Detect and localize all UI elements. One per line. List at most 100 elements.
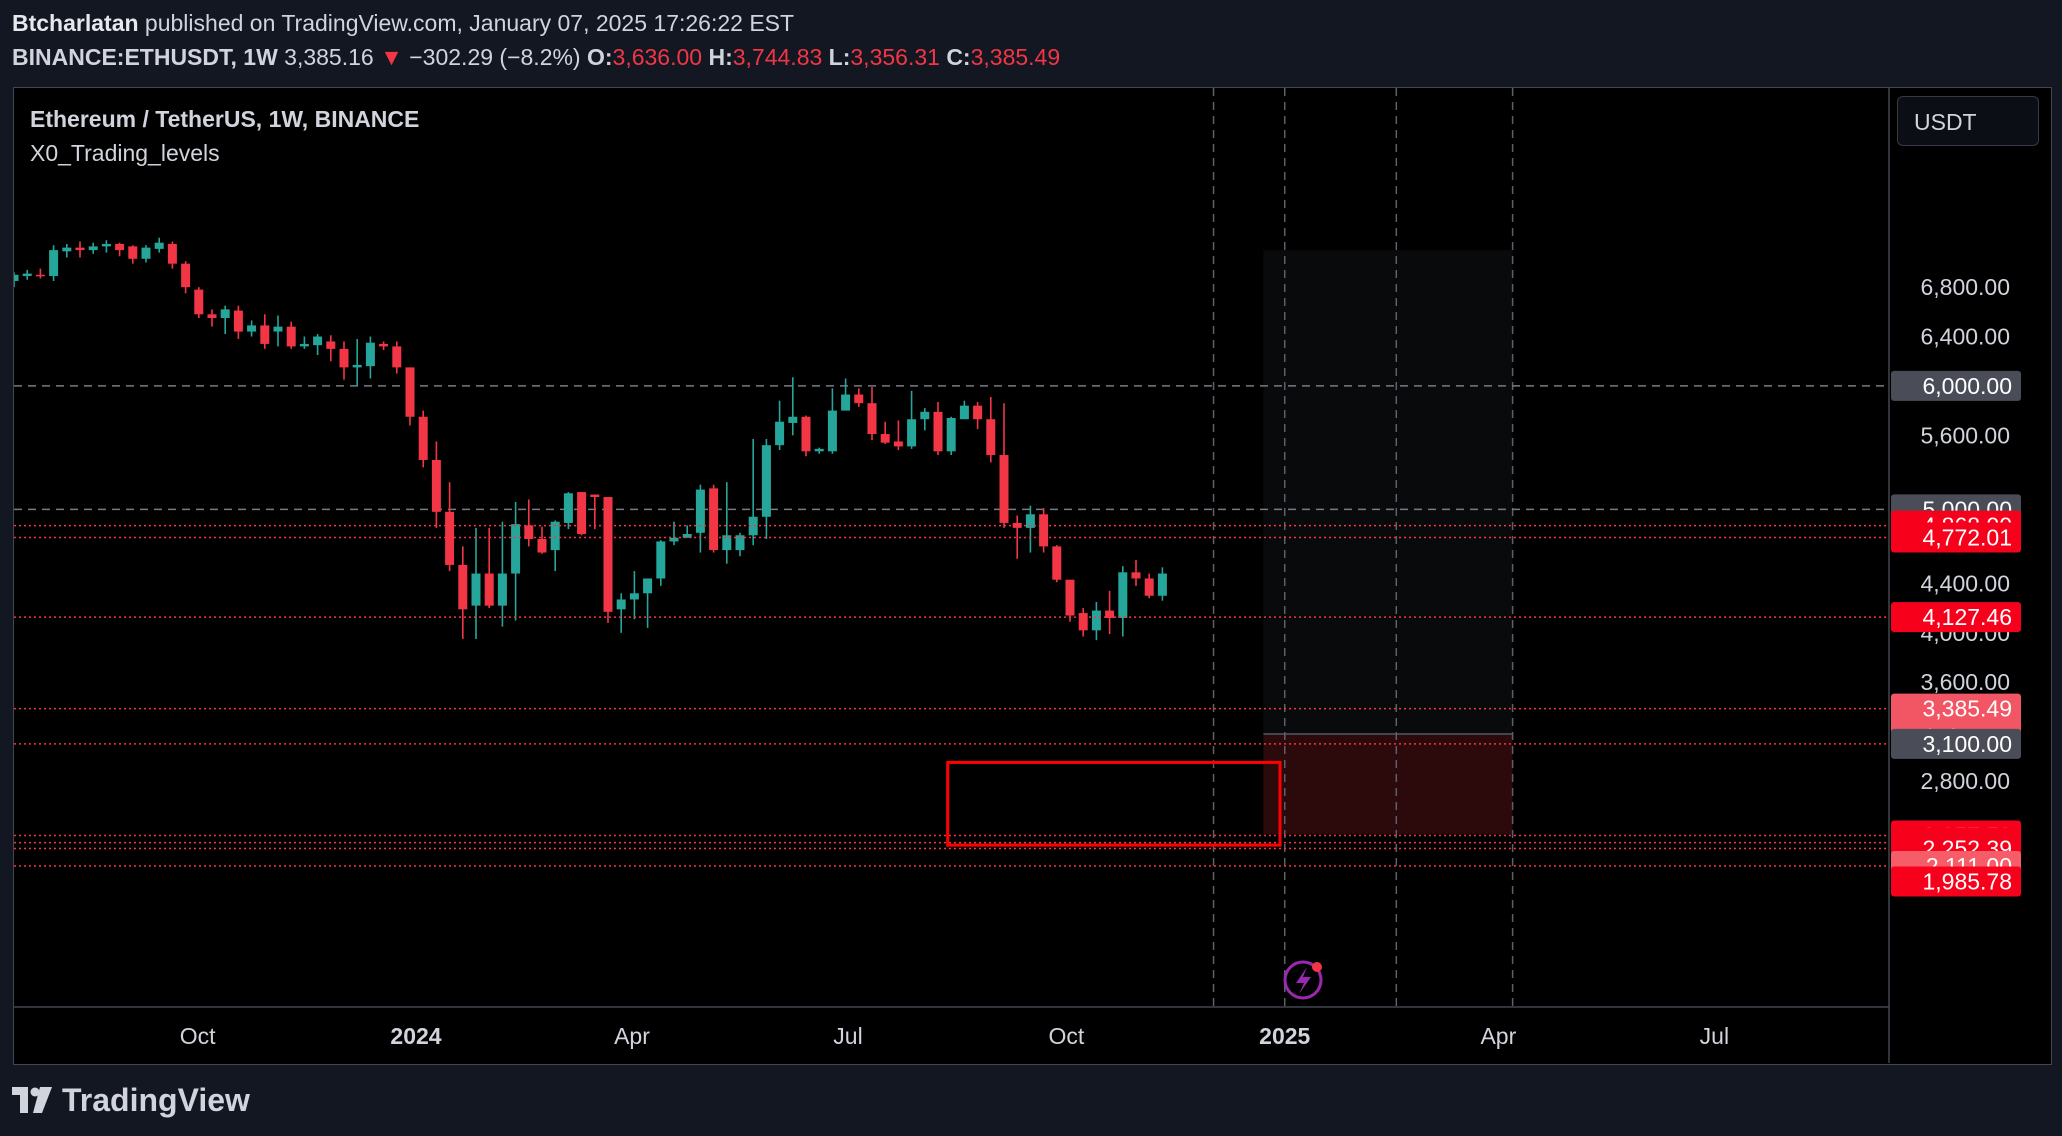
candle-body [352, 364, 362, 368]
publish-info: Btcharlatan published on TradingView.com… [12, 10, 794, 37]
time-tick-label: Oct [1048, 1023, 1084, 1049]
candle-body [920, 411, 930, 420]
candle-body [1012, 522, 1022, 528]
tradingview-logo[interactable]: TradingView [12, 1082, 250, 1119]
candle-body [167, 243, 177, 264]
price-badge-label: 3,100.00 [1922, 731, 2012, 757]
candle-body [695, 489, 705, 533]
candle-body [775, 421, 785, 446]
close-value: 3,385.49 [970, 44, 1061, 70]
candle-body [194, 289, 204, 315]
candle-body [1052, 546, 1062, 580]
candle-body [722, 535, 732, 551]
candle-body [14, 274, 19, 281]
footer-brand: TradingView [62, 1082, 250, 1118]
candle-body [946, 417, 956, 452]
candle-body [1078, 613, 1088, 631]
candle-body [273, 326, 283, 332]
price-badge-label: 4,127.46 [1922, 604, 2012, 630]
candle-body [577, 492, 587, 535]
candle-body [497, 573, 507, 606]
indicator-legend[interactable]: X0_Trading_levels [30, 140, 220, 166]
candle-body [233, 310, 243, 332]
candle-body [511, 524, 521, 574]
price-tick-label: 6,800.00 [1920, 274, 2010, 300]
lightning-bolt-icon [1296, 967, 1311, 994]
candle-body [471, 573, 481, 606]
candle-body [365, 342, 375, 367]
candle-body [590, 494, 600, 498]
candle-body [405, 367, 415, 417]
candle-body [550, 521, 560, 551]
candle-body [35, 274, 45, 277]
price-badge-label: 3,385.49 [1922, 696, 2012, 722]
high-label: H: [708, 44, 733, 70]
price-tick-label: 2,800.00 [1920, 768, 2010, 794]
candle-body [616, 599, 626, 610]
candle-body [643, 578, 653, 594]
candle-body [788, 416, 798, 423]
price-badge [1891, 522, 2021, 553]
lightning-icon[interactable] [1283, 960, 1323, 1000]
high-value: 3,744.83 [732, 44, 823, 70]
open-value: 3,636.00 [612, 44, 703, 70]
currency-button[interactable]: USDT [1897, 96, 2039, 146]
candle-body [154, 242, 164, 249]
candle-body [1131, 572, 1141, 579]
candle-body [260, 325, 270, 344]
time-tick-label: Oct [180, 1023, 216, 1049]
price-tick-label: 5,600.00 [1920, 422, 2010, 448]
candle-body [801, 416, 811, 452]
candle-body [933, 411, 943, 452]
candle-body [735, 535, 745, 551]
price-badge [1891, 728, 2021, 759]
author-name[interactable]: Btcharlatan [12, 10, 139, 36]
candle-body [880, 434, 890, 443]
low-value: 3,356.31 [850, 44, 940, 70]
candle-body [986, 419, 996, 456]
time-tick-label: Apr [614, 1023, 650, 1049]
candle-body [629, 593, 639, 600]
price-tick-label: 6,400.00 [1920, 324, 2010, 350]
chart-frame[interactable] [13, 87, 2052, 1065]
candle-body [484, 573, 494, 606]
time-tick-label: Jul [1700, 1023, 1729, 1049]
price-badge [1891, 602, 2021, 633]
candle-body [682, 534, 692, 538]
price-tick-label: 3,600.00 [1920, 669, 2010, 695]
price-badge [1891, 370, 2021, 401]
tradingview-icon [12, 1086, 52, 1113]
candle-body [101, 243, 111, 247]
candle-body [22, 273, 32, 277]
candle-body [326, 341, 336, 349]
candle-body [220, 309, 230, 319]
candle-body [431, 459, 441, 512]
candle-body [379, 343, 389, 347]
candle-body [1039, 514, 1049, 547]
candle-body [445, 511, 455, 565]
candle-body [141, 247, 151, 259]
price-badge-label: 1,985.78 [1922, 868, 2012, 894]
candle-body [841, 394, 851, 411]
low-label: L: [828, 44, 851, 70]
price-badge [1891, 866, 2021, 897]
candle-body [1091, 610, 1101, 631]
candle-body [1157, 573, 1167, 596]
candle-body [603, 497, 613, 612]
candle-body [827, 410, 837, 452]
candle-body [1118, 572, 1128, 618]
candle-body [286, 326, 296, 347]
price-tick-label: 4,400.00 [1920, 570, 2010, 596]
time-tick-label: Apr [1480, 1023, 1516, 1049]
close-label: C: [946, 44, 971, 70]
notification-dot [1312, 962, 1322, 972]
candle-body [907, 419, 917, 447]
time-tick-label: 2024 [390, 1023, 441, 1049]
range-box[interactable] [946, 760, 1282, 847]
candle-body [247, 325, 257, 332]
symbol-label: BINANCE:ETHUSDT, 1W [12, 44, 278, 70]
candle-body [761, 445, 771, 517]
candle-body [115, 243, 125, 251]
price-badge-label: 6,000.00 [1922, 373, 2012, 399]
